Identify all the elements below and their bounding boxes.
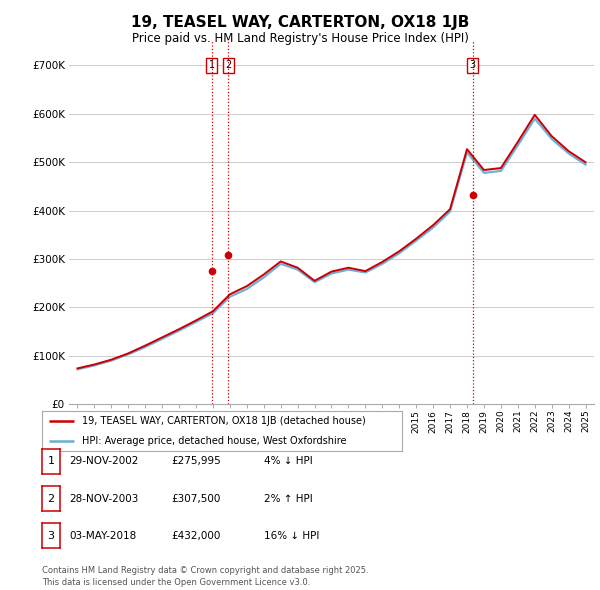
Text: £275,995: £275,995 [171, 457, 221, 466]
Text: 03-MAY-2018: 03-MAY-2018 [69, 531, 136, 540]
Text: 3: 3 [47, 531, 55, 540]
Text: 2: 2 [226, 61, 232, 70]
Text: 1: 1 [47, 457, 55, 466]
Text: Contains HM Land Registry data © Crown copyright and database right 2025.
This d: Contains HM Land Registry data © Crown c… [42, 566, 368, 587]
Text: 19, TEASEL WAY, CARTERTON, OX18 1JB (detached house): 19, TEASEL WAY, CARTERTON, OX18 1JB (det… [82, 417, 365, 426]
Text: £307,500: £307,500 [171, 494, 220, 503]
Text: 1: 1 [208, 61, 215, 70]
Text: 2% ↑ HPI: 2% ↑ HPI [264, 494, 313, 503]
Text: 29-NOV-2002: 29-NOV-2002 [69, 457, 139, 466]
Text: 2: 2 [47, 494, 55, 503]
Text: £432,000: £432,000 [171, 531, 220, 540]
Text: HPI: Average price, detached house, West Oxfordshire: HPI: Average price, detached house, West… [82, 437, 346, 446]
Text: 28-NOV-2003: 28-NOV-2003 [69, 494, 139, 503]
Text: Price paid vs. HM Land Registry's House Price Index (HPI): Price paid vs. HM Land Registry's House … [131, 32, 469, 45]
Text: 4% ↓ HPI: 4% ↓ HPI [264, 457, 313, 466]
Text: 19, TEASEL WAY, CARTERTON, OX18 1JB: 19, TEASEL WAY, CARTERTON, OX18 1JB [131, 15, 469, 30]
Text: 3: 3 [470, 61, 476, 70]
Text: 16% ↓ HPI: 16% ↓ HPI [264, 531, 319, 540]
